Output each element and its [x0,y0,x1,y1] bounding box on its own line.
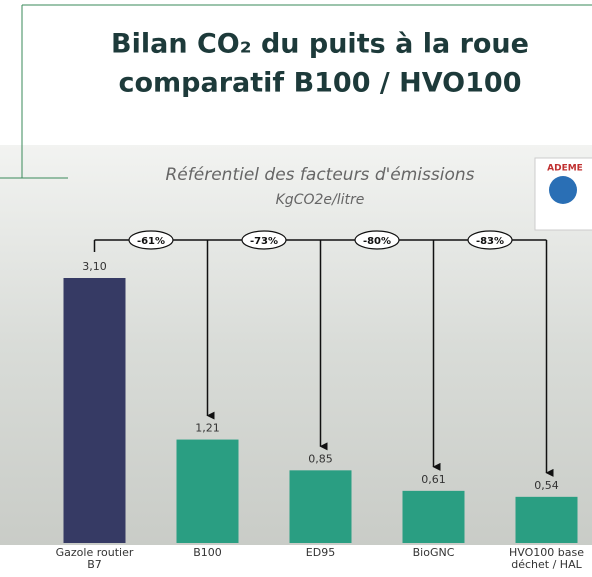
x-tick-label: HVO100 base déchet / HAL [509,546,584,571]
title: Bilan CO₂ du puits à la roue [111,29,529,60]
annotation: -73% [250,236,278,247]
annotation: -61% [137,236,165,247]
x-tick-label: Gazole routier B7 [55,546,134,571]
value-label: 0,85 [308,452,333,465]
annotation-oval [241,230,287,250]
annotation: -80% [363,236,391,247]
annotation-oval [467,230,513,250]
x-tick-label: BioGNC [412,546,455,559]
annotation: -83% [476,236,504,247]
value-label: 0,54 [534,479,559,492]
bar [176,439,239,543]
x-tick-label: ED95 [305,546,336,559]
bar [63,278,126,543]
bar [515,496,578,543]
value-label: 0,61 [421,473,446,486]
chart-title: Référentiel des facteurs d'émissions [166,165,475,185]
x-tick-label: B100 [193,546,222,559]
unit-label: KgCO2e/litre [276,192,365,208]
value-label: 1,21 [195,422,220,435]
logo-text: ADEME [547,164,583,174]
logo-globe [549,176,577,204]
title: comparatif B100 / HVO100 [118,68,521,99]
value-label: 3,10 [82,260,107,273]
bar [402,490,465,543]
bar [289,470,352,543]
annotation-oval [354,230,400,250]
annotation-oval [128,230,174,250]
